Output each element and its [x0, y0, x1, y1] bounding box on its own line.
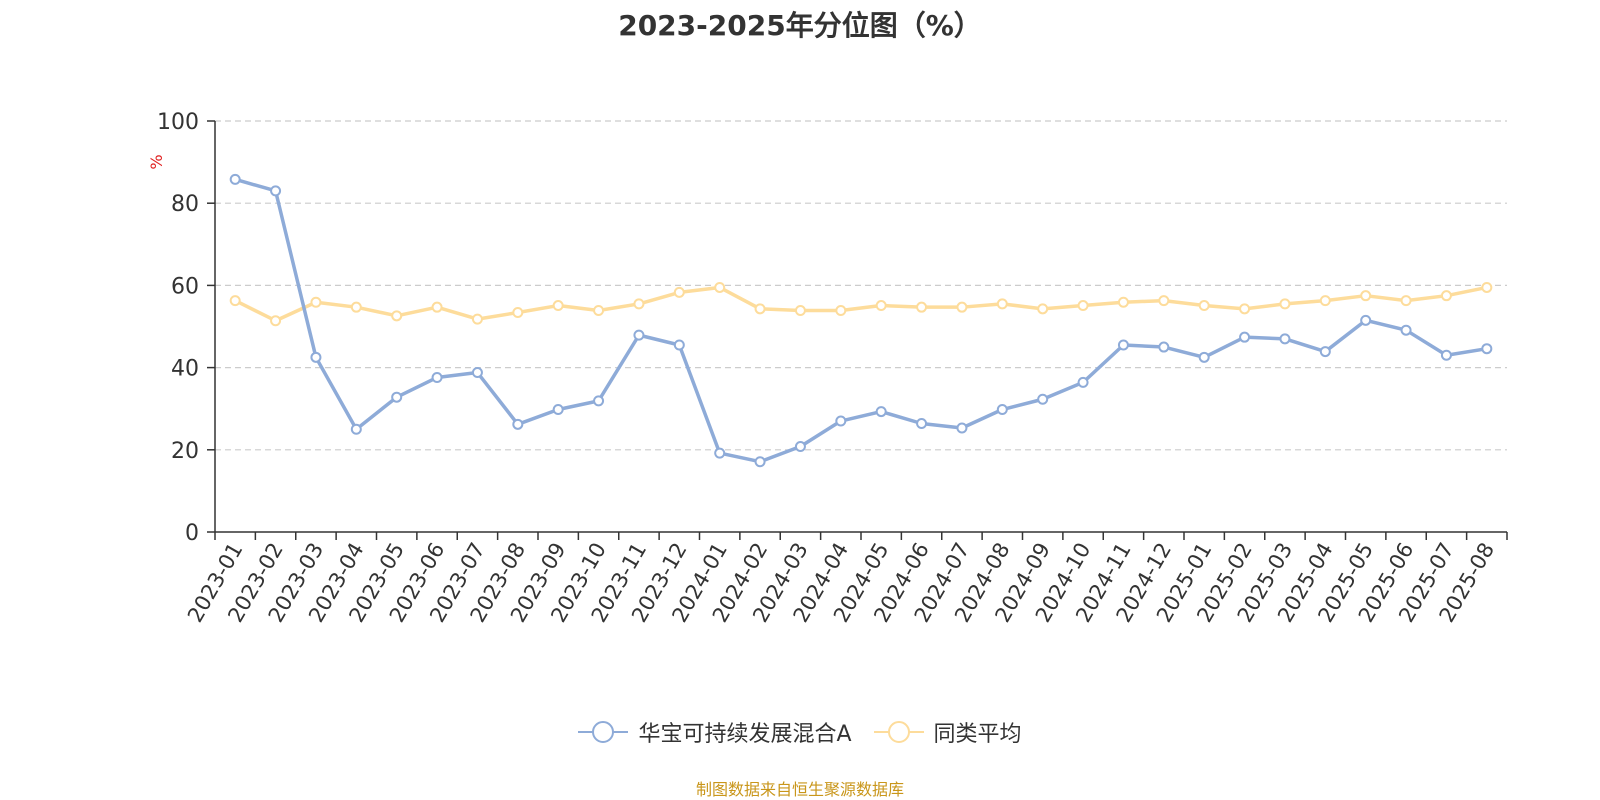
data-point	[593, 304, 605, 316]
legend-item-average[interactable]: 同类平均	[873, 716, 1022, 748]
data-point	[956, 422, 968, 434]
y-tick-label: 0	[185, 521, 199, 546]
data-point	[552, 404, 564, 416]
data-point	[471, 367, 483, 379]
data-point	[310, 296, 322, 308]
data-point	[229, 173, 241, 185]
data-point	[270, 185, 282, 197]
data-point	[431, 371, 443, 383]
series-lines	[229, 173, 1493, 468]
data-point	[996, 404, 1008, 416]
data-point	[1400, 295, 1412, 307]
data-point	[1481, 281, 1493, 293]
data-point	[1239, 331, 1251, 343]
y-axis-label: %	[147, 154, 166, 169]
chart-title: 2023-2025年分位图（%）	[618, 9, 982, 42]
data-point	[1198, 351, 1210, 363]
data-point	[673, 286, 685, 298]
data-point	[310, 351, 322, 363]
legend-item-fund[interactable]: 华宝可持续发展混合A	[578, 716, 852, 748]
y-tick-label: 60	[171, 274, 199, 299]
data-point	[1158, 341, 1170, 353]
data-point	[552, 300, 564, 312]
data-point	[673, 339, 685, 351]
data-point	[1400, 324, 1412, 336]
data-point	[875, 406, 887, 418]
data-point	[391, 310, 403, 322]
series-line	[234, 177, 1488, 464]
data-point	[512, 307, 524, 319]
data-point	[875, 300, 887, 312]
axes	[207, 120, 1508, 540]
data-point	[1037, 303, 1049, 315]
data-point	[1198, 300, 1210, 312]
y-tick-label: 40	[171, 357, 199, 382]
y-tick-label: 20	[171, 439, 199, 464]
data-point	[1360, 314, 1372, 326]
data-point	[1239, 303, 1251, 315]
data-point	[1117, 339, 1129, 351]
tick-labels: 020406080100%2023-012023-022023-032023-0…	[147, 110, 1499, 626]
data-point	[471, 313, 483, 325]
data-point	[714, 281, 726, 293]
data-point	[1319, 346, 1331, 358]
data-point	[431, 301, 443, 313]
data-point	[1279, 298, 1291, 310]
data-point	[350, 423, 362, 435]
data-point	[794, 304, 806, 316]
legend-marker-average	[873, 721, 924, 743]
legend-marker-fund	[578, 721, 629, 743]
data-point	[633, 329, 645, 341]
data-point	[754, 456, 766, 468]
data-point	[1279, 333, 1291, 345]
data-point	[1117, 296, 1129, 308]
data-point	[1158, 295, 1170, 307]
legend-label-average: 同类平均	[933, 722, 1022, 747]
data-point	[714, 447, 726, 459]
data-point	[270, 315, 282, 327]
data-point	[754, 303, 766, 315]
data-point	[1037, 393, 1049, 405]
data-point	[1360, 290, 1372, 302]
data-point	[916, 417, 928, 429]
source-note: 制图数据来自恒生聚源数据库	[695, 780, 904, 799]
data-point	[633, 298, 645, 310]
data-point	[229, 295, 241, 307]
data-point	[1077, 376, 1089, 388]
legend-label-fund: 华宝可持续发展混合A	[638, 722, 852, 747]
data-point	[956, 301, 968, 313]
data-point	[1440, 290, 1452, 302]
y-tick-label: 100	[157, 110, 199, 135]
legend: 华宝可持续发展混合A 同类平均	[0, 712, 1600, 752]
data-point	[794, 441, 806, 453]
grid-lines	[215, 120, 1507, 451]
data-point	[835, 304, 847, 316]
data-point	[1319, 295, 1331, 307]
data-point	[593, 395, 605, 407]
data-point	[350, 301, 362, 313]
data-point	[1481, 343, 1493, 355]
data-point	[835, 415, 847, 427]
data-point	[916, 301, 928, 313]
series-line	[234, 285, 1488, 323]
data-point	[996, 298, 1008, 310]
y-tick-label: 80	[171, 192, 199, 217]
data-point	[1077, 300, 1089, 312]
data-point	[391, 391, 403, 403]
data-point	[512, 418, 524, 430]
data-point	[1440, 349, 1452, 361]
